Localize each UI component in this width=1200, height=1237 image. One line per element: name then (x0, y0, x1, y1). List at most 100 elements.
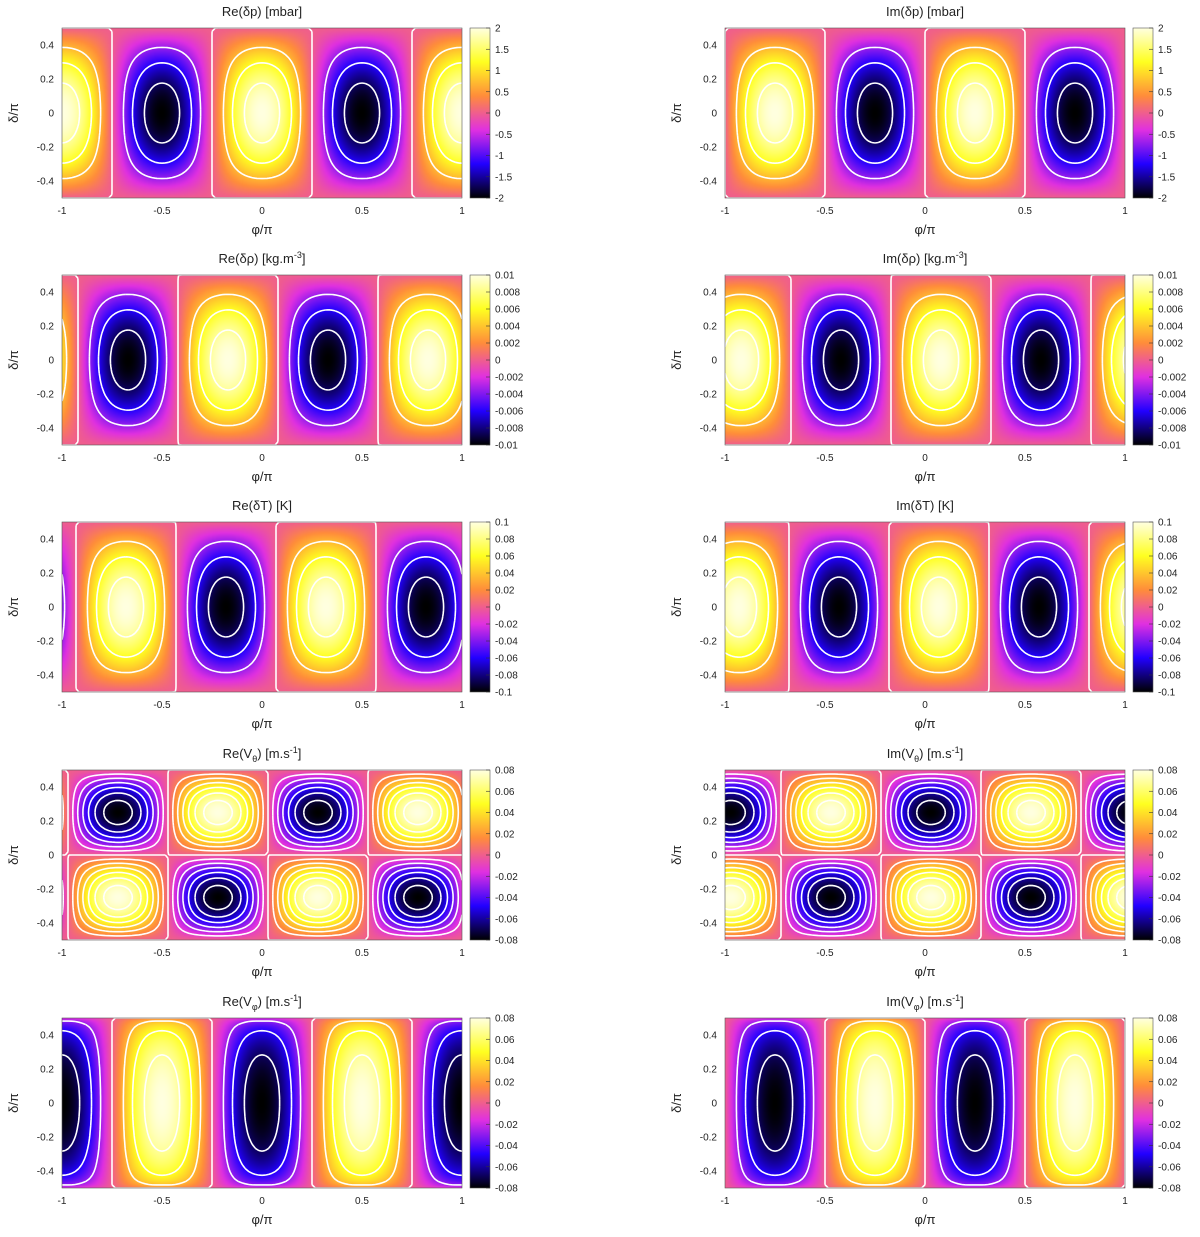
chart-title: Re(δp) [mbar] (222, 4, 302, 19)
x-tick-label: -1 (721, 453, 730, 464)
colorbar-tick-label: 0 (495, 603, 501, 614)
y-axis-label: δ/π (6, 1093, 21, 1113)
y-axis-label: δ/π (6, 103, 21, 123)
plot-frame (724, 769, 1126, 941)
chart-panel-7: -1 -0.5 0 0.5 1 0.4 0.2 0 -0.2 -0.4 φ/π δ/π Re(Vθ) [… (6, 745, 518, 979)
x-tick-label: 0 (259, 453, 265, 464)
colorbar-tick-label: -0.04 (495, 637, 518, 648)
chart-title: Im(δρ) [kg.m-3] (883, 250, 968, 266)
colorbar-tick-label: -0.02 (495, 872, 518, 883)
y-tick-label: -0.4 (700, 919, 718, 930)
y-tick-label: 0.4 (40, 288, 54, 299)
heatmap-image (62, 522, 462, 692)
y-axis-label: δ/π (6, 845, 21, 865)
colorbar-tick-label: -1.5 (1158, 172, 1176, 183)
colorbar-tick-label: -0.06 (1158, 914, 1181, 925)
chart-title: Re(Vθ) [m.s-1] (223, 745, 302, 764)
colorbar-tick-label: -0.08 (1158, 1184, 1181, 1195)
y-tick-label: 0 (711, 603, 717, 614)
colorbar-tick-label: 0 (1158, 356, 1164, 367)
x-tick-label: -1 (58, 948, 67, 959)
chart-panel-5: -1 -0.5 0 0.5 1 0.4 0.2 0 -0.2 -0.4 φ/π δ/π Re(δT) [… (6, 498, 518, 731)
heatmap-image (725, 275, 1125, 445)
x-axis-label: φ/π (914, 469, 935, 484)
colorbar-tick-label: -0.008 (1158, 424, 1187, 435)
colorbar-tick-label: -0.02 (495, 620, 518, 631)
y-tick-label: 0.4 (703, 288, 717, 299)
colorbar-tick-label: -0.04 (495, 893, 518, 904)
colorbar-tick-label: 0.06 (495, 1035, 515, 1046)
y-tick-label: 0.2 (40, 569, 54, 580)
chart-panel-3: -1 -0.5 0 0.5 1 0.4 0.2 0 -0.2 -0.4 φ/π δ/π Re(δρ) [… (6, 250, 524, 484)
chart-panel-9: -1 -0.5 0 0.5 1 0.4 0.2 0 -0.2 -0.4 φ/π δ/π Re(Vφ) [… (6, 993, 518, 1227)
x-tick-label: 0 (259, 206, 265, 217)
x-tick-label: 0 (922, 700, 928, 711)
contour-lines (735, 1017, 1126, 1189)
colorbar-tick-label: 0 (1158, 1099, 1164, 1110)
plot-frame (61, 274, 463, 446)
y-tick-label: 0.2 (703, 75, 717, 86)
x-tick-label: 0.5 (1018, 1196, 1032, 1207)
y-tick-label: 0.2 (703, 817, 717, 828)
colorbar-tick-label: 0.002 (1158, 339, 1183, 350)
chart-panel-6: -1 -0.5 0 0.5 1 0.4 0.2 0 -0.2 -0.4 φ/π δ/π Im(δT) [… (669, 498, 1181, 731)
x-tick-label: 1 (1122, 206, 1128, 217)
colorbar-tick-label: -0.02 (1158, 872, 1181, 883)
x-tick-label: 1 (1122, 1196, 1128, 1207)
x-tick-label: -1 (58, 206, 67, 217)
x-tick-label: -1 (58, 1196, 67, 1207)
colorbar-tick-label: 0.02 (1158, 586, 1178, 597)
colorbar-tick-label: 0.02 (495, 1077, 515, 1088)
x-tick-label: 0.5 (355, 206, 369, 217)
y-tick-label: 0.2 (703, 569, 717, 580)
y-tick-label: 0.2 (703, 1065, 717, 1076)
y-tick-label: 0 (48, 109, 54, 120)
x-tick-label: -0.5 (816, 1196, 834, 1207)
x-tick-label: 0.5 (355, 948, 369, 959)
x-tick-label: 1 (459, 206, 465, 217)
colorbar-tick-label: 0.004 (495, 322, 520, 333)
colorbar-tick-label: -1.5 (495, 172, 513, 183)
x-tick-label: 0 (259, 948, 265, 959)
colorbar-tick-label: 0 (495, 356, 501, 367)
colorbar-tick-label: 2 (1158, 24, 1164, 35)
y-tick-label: -0.4 (700, 424, 718, 435)
x-tick-label: -1 (721, 206, 730, 217)
y-tick-label: 0.4 (40, 41, 54, 52)
x-tick-label: -0.5 (153, 206, 171, 217)
y-tick-label: -0.4 (37, 919, 55, 930)
colorbar-tick-label: 0.04 (495, 569, 515, 580)
x-axis-label: φ/π (914, 716, 935, 731)
heatmap-image (725, 522, 1125, 692)
colorbar-tick-label: -0.04 (495, 1141, 518, 1152)
x-tick-label: -1 (721, 948, 730, 959)
chart-panel-8: -1 -0.5 0 0.5 1 0.4 0.2 0 -0.2 -0.4 φ/π δ/π Im(Vθ) [… (669, 745, 1181, 979)
x-tick-label: 1 (1122, 948, 1128, 959)
x-axis-label: φ/π (914, 964, 935, 979)
colorbar-tick-label: -0.06 (1158, 1162, 1181, 1173)
colorbar-tick-label: 1.5 (495, 45, 509, 56)
y-tick-label: 0.4 (40, 783, 54, 794)
y-tick-label: 0.4 (40, 1031, 54, 1042)
x-tick-label: 1 (459, 700, 465, 711)
x-axis-label: φ/π (914, 222, 935, 237)
colorbar-tick-label: 0 (1158, 851, 1164, 862)
heatmap-image (62, 28, 462, 198)
colorbar-tick-label: 0.04 (495, 1056, 515, 1067)
y-tick-label: -0.2 (700, 1133, 718, 1144)
y-tick-label: 0 (711, 851, 717, 862)
y-tick-label: 0.4 (40, 535, 54, 546)
y-axis-label: δ/π (6, 597, 21, 617)
heatmap-image (62, 1018, 462, 1188)
colorbar-tick-label: 0.006 (1158, 305, 1183, 316)
chart-panel-1: -1 -0.5 0 0.5 1 0.4 0.2 0 -0.2 -0.4 φ/π δ/π Re(δp) [… (6, 4, 513, 237)
x-tick-label: 0.5 (355, 700, 369, 711)
colorbar-tick-label: 0.04 (495, 808, 515, 819)
y-tick-label: 0.2 (40, 1065, 54, 1076)
colorbar-tick-label: 2 (495, 24, 501, 35)
x-tick-label: 0 (259, 1196, 265, 1207)
y-tick-label: 0.2 (40, 322, 54, 333)
contour-lines (724, 274, 1126, 446)
y-tick-label: -0.2 (700, 390, 718, 401)
colorbar-tick-label: 0.08 (495, 1014, 515, 1025)
